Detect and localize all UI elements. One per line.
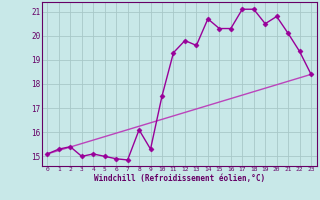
X-axis label: Windchill (Refroidissement éolien,°C): Windchill (Refroidissement éolien,°C) <box>94 174 265 183</box>
